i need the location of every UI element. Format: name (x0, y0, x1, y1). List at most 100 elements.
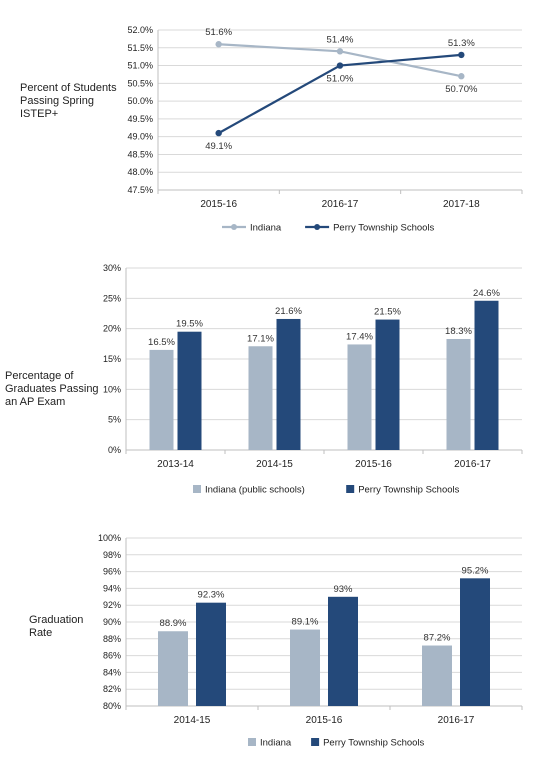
data-label: 19.5% (176, 319, 203, 330)
x-tick-label: 2014-15 (256, 459, 293, 470)
legend-label: Perry Township Schools (323, 738, 424, 749)
bar-perry (276, 318, 301, 450)
y-axis-title-line: Passing Spring (20, 95, 94, 107)
bar-perry (375, 319, 400, 450)
y-tick-label: 90% (103, 617, 121, 627)
y-axis-title-line: Graduates Passing (5, 383, 99, 395)
y-tick-label: 51.5% (127, 43, 153, 53)
x-tick-label: 2015-16 (306, 715, 343, 726)
y-tick-label: 10% (103, 384, 121, 394)
legend-label: Indiana (260, 738, 292, 749)
y-tick-label: 48.5% (127, 149, 153, 159)
data-label: 16.5% (148, 337, 175, 348)
y-axis-title-line: Percent of Students (20, 82, 117, 94)
data-label: 93% (333, 584, 353, 595)
y-axis-title-line: ISTEP+ (20, 108, 58, 120)
y-tick-label: 30% (103, 263, 121, 273)
data-label: 18.3% (445, 326, 472, 337)
y-tick-label: 49.0% (127, 132, 153, 142)
data-point (458, 51, 465, 59)
y-tick-label: 84% (103, 667, 121, 677)
legend-label: Indiana (250, 223, 282, 234)
bar-indiana (248, 346, 273, 450)
bar-perry (474, 300, 499, 450)
data-label: 51.0% (327, 74, 354, 85)
data-point (336, 48, 344, 55)
data-label: 21.6% (275, 306, 302, 317)
data-point (215, 129, 222, 137)
bar-indiana (290, 629, 320, 706)
bar-perry (328, 596, 358, 706)
data-label: 51.4% (327, 34, 354, 45)
legend-marker (314, 224, 321, 230)
y-tick-label: 86% (103, 651, 121, 661)
legend-marker (231, 224, 237, 230)
bar-indiana (446, 338, 471, 450)
data-point (336, 62, 344, 69)
bar-perry (460, 578, 490, 706)
x-tick-label: 2017-18 (443, 199, 480, 210)
y-tick-label: 50.5% (127, 78, 153, 88)
y-tick-label: 48.0% (127, 167, 153, 177)
data-label: 92.3% (198, 590, 225, 601)
data-point (458, 73, 465, 80)
y-tick-label: 47.5% (127, 185, 153, 195)
y-tick-label: 0% (108, 445, 121, 455)
data-label: 17.4% (346, 331, 373, 342)
x-tick-label: 2015-16 (200, 199, 237, 210)
legend-swatch (311, 738, 320, 746)
y-axis-title-line: Graduation (29, 614, 83, 626)
y-tick-label: 80% (103, 701, 121, 711)
y-tick-label: 49.5% (127, 114, 153, 124)
y-tick-label: 96% (103, 567, 121, 577)
y-tick-label: 5% (108, 415, 121, 425)
bar-indiana (149, 349, 174, 450)
y-tick-label: 52.0% (127, 25, 153, 35)
legend-swatch (248, 738, 256, 746)
x-tick-label: 2015-16 (355, 459, 392, 470)
legend-label: Indiana (public schools) (205, 485, 305, 496)
y-axis-title-line: an AP Exam (5, 396, 65, 408)
data-label: 49.1% (205, 141, 232, 152)
x-tick-label: 2016-17 (454, 459, 491, 470)
data-label: 88.9% (160, 618, 187, 629)
y-tick-label: 92% (103, 600, 121, 610)
legend-swatch (193, 485, 201, 493)
y-tick-label: 94% (103, 583, 121, 593)
y-tick-label: 100% (98, 533, 121, 543)
data-label: 87.2% (424, 633, 451, 644)
y-axis-title-line: Percentage of (5, 370, 74, 382)
data-label: 21.5% (374, 307, 401, 318)
data-label: 51.3% (448, 38, 475, 49)
y-tick-label: 15% (103, 354, 121, 364)
y-tick-label: 51.0% (127, 61, 153, 71)
bar-indiana (347, 344, 372, 450)
data-label: 51.6% (205, 27, 232, 38)
y-tick-label: 88% (103, 634, 121, 644)
data-label: 17.1% (247, 333, 274, 344)
x-tick-label: 2016-17 (322, 199, 359, 210)
x-tick-label: 2013-14 (157, 459, 194, 470)
data-label: 89.1% (292, 617, 319, 628)
y-axis-title-line: Rate (29, 627, 52, 639)
x-tick-label: 2014-15 (174, 715, 211, 726)
x-tick-label: 2016-17 (438, 715, 475, 726)
data-label: 24.6% (473, 288, 500, 299)
data-label: 50.70% (445, 84, 478, 95)
bar-perry (177, 331, 202, 450)
y-tick-label: 98% (103, 550, 121, 560)
data-label: 95.2% (462, 565, 489, 576)
bar-indiana (422, 645, 452, 706)
bar-indiana (158, 631, 188, 706)
y-tick-label: 50.0% (127, 96, 153, 106)
legend-label: Perry Township Schools (333, 223, 434, 234)
y-tick-label: 20% (103, 324, 121, 334)
y-tick-label: 82% (103, 684, 121, 694)
legend-swatch (346, 485, 355, 493)
data-point (215, 41, 222, 48)
bar-perry (196, 602, 226, 706)
